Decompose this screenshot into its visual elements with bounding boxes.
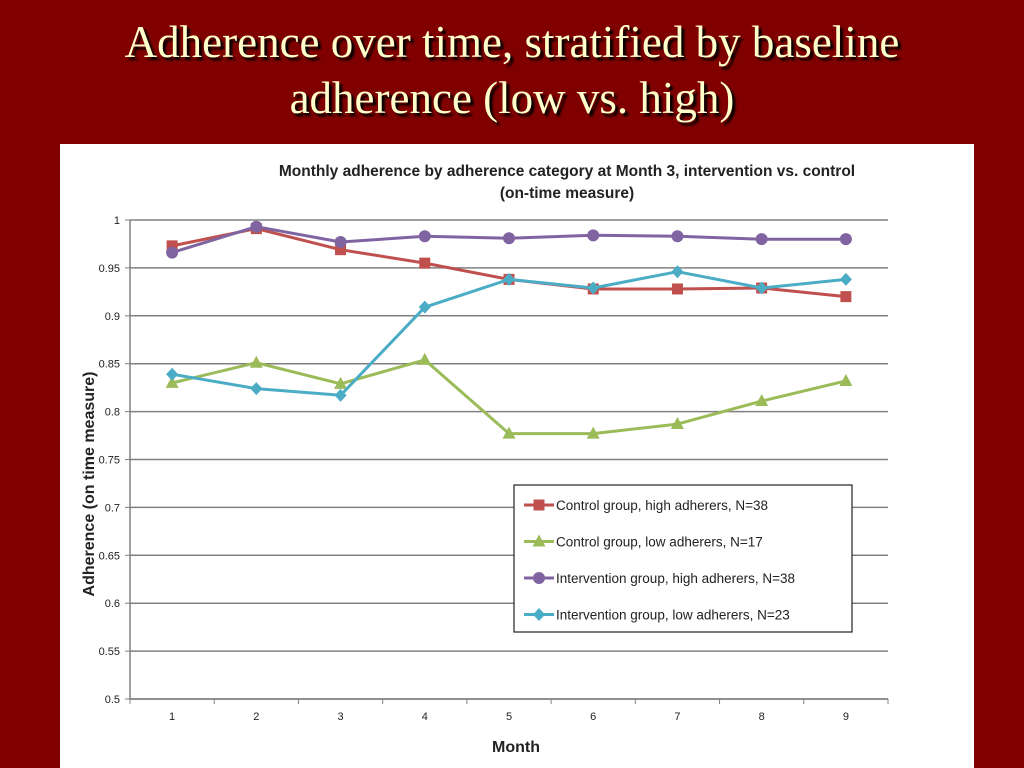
legend-box — [513, 484, 853, 633]
legend-entry: Intervention group, low adherers, N=23 — [524, 608, 790, 623]
data-point — [334, 376, 348, 389]
legend-label: Intervention group, high adherers, N=38 — [556, 571, 795, 586]
data-point — [418, 230, 431, 243]
y-axis-ticks: 0.5 0.55 0.6 0.65 0.7 0.75 0.8 0.85 0.9 0.95 1 — [99, 215, 130, 706]
y-tick-label: 0.8 — [105, 407, 120, 419]
x-axis-label: Month — [492, 739, 540, 756]
data-point — [166, 246, 179, 259]
legend-entry: Control group, low adherers, N=17 — [524, 534, 763, 550]
data-point — [334, 388, 347, 402]
y-tick-label: 0.95 — [99, 263, 120, 275]
line-chart: Monthly adherence by adherence category … — [81, 163, 889, 756]
x-tick-label: 2 — [253, 711, 259, 723]
legend-label: Control group, low adherers, N=17 — [556, 535, 763, 550]
series-3 — [166, 220, 852, 259]
legend-entry: Intervention group, high adherers, N=38 — [524, 571, 795, 586]
x-tick-label: 6 — [590, 711, 596, 723]
x-tick-label: 5 — [506, 711, 512, 723]
y-tick-label: 0.65 — [99, 550, 120, 562]
data-point — [755, 281, 768, 295]
data-point — [250, 382, 263, 396]
data-point — [840, 291, 852, 303]
data-point — [755, 394, 769, 407]
y-tick-label: 0.85 — [99, 359, 120, 371]
data-point — [839, 373, 853, 386]
x-axis-ticks: 1 2 3 4 5 6 7 8 9 — [129, 699, 889, 723]
x-tick-label: 7 — [674, 711, 680, 723]
data-point — [670, 417, 684, 430]
data-point — [418, 352, 432, 365]
chart-title-line2: (on-time measure) — [500, 185, 634, 202]
data-point — [166, 240, 178, 252]
data-point — [671, 283, 683, 295]
chart-panel: Monthly adherence by adherence category … — [60, 144, 974, 768]
y-tick-label: 1 — [114, 215, 120, 227]
data-point — [671, 230, 684, 243]
y-tick-label: 0.55 — [99, 646, 120, 658]
legend-swatch-marker — [533, 608, 545, 621]
x-tick-label: 1 — [169, 711, 175, 723]
data-point — [419, 257, 431, 269]
x-tick-label: 3 — [337, 711, 343, 723]
legend-label: Control group, high adherers, N=38 — [556, 498, 768, 513]
data-point — [586, 426, 600, 439]
data-point — [587, 281, 600, 295]
y-tick-label: 0.7 — [105, 502, 120, 514]
slide-title: Adherence over time, stratified by basel… — [0, 14, 1024, 126]
slide-title-line2: adherence (low vs. high) — [289, 73, 735, 123]
x-tick-label: 8 — [759, 711, 765, 723]
series-layer — [165, 220, 853, 439]
chart-title-line1: Monthly adherence by adherence category … — [279, 163, 855, 180]
series-2 — [165, 352, 853, 439]
data-point — [250, 220, 263, 233]
legend-swatch-marker — [532, 534, 546, 547]
x-tick-label: 9 — [843, 711, 849, 723]
slide-title-line1: Adherence over time, stratified by basel… — [124, 17, 900, 67]
data-point — [335, 244, 347, 256]
data-point — [503, 232, 515, 245]
data-point — [166, 367, 179, 381]
legend: Control group, high adherers, N=38 Contro… — [513, 484, 853, 633]
data-point — [587, 229, 600, 242]
data-point — [334, 236, 347, 249]
y-tick-label: 0.75 — [99, 455, 120, 467]
legend-swatch-marker — [533, 499, 545, 511]
data-point — [503, 272, 515, 286]
data-point — [165, 375, 179, 388]
y-tick-label: 0.9 — [105, 311, 120, 323]
y-axis-label: Adherence (on time measure) — [81, 372, 98, 597]
data-point — [755, 233, 768, 246]
y-tick-label: 0.6 — [105, 598, 120, 610]
data-point — [839, 272, 852, 286]
legend-entry: Control group, high adherers, N=38 — [524, 498, 768, 513]
series-4 — [166, 265, 852, 402]
data-point — [249, 355, 263, 368]
data-point — [502, 426, 516, 439]
y-tick-label: 0.5 — [105, 694, 120, 706]
data-point — [418, 300, 431, 314]
legend-label: Intervention group, low adherers, N=23 — [556, 608, 790, 623]
x-tick-label: 4 — [422, 711, 428, 723]
legend-swatch-marker — [533, 572, 545, 584]
data-point — [839, 233, 852, 246]
data-point — [671, 265, 684, 279]
